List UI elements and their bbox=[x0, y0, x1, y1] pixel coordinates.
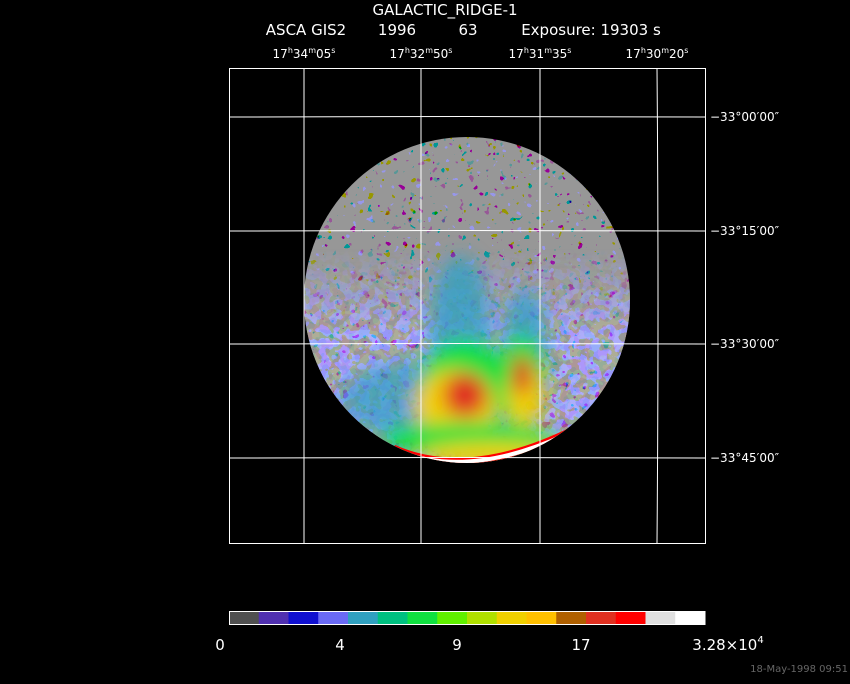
dec-label: −33°30′00″ bbox=[710, 337, 780, 351]
ra-value: 31 bbox=[529, 47, 544, 61]
colorbar-label: 4 bbox=[335, 636, 345, 654]
colorbar-label: 17 bbox=[571, 636, 590, 654]
ra-unit: s bbox=[331, 46, 335, 55]
ra-value: 32 bbox=[410, 47, 425, 61]
colorbar-segment bbox=[675, 611, 706, 625]
dec-label: −33°15′00″ bbox=[710, 224, 780, 238]
ra-labels: 17h34m05s 17h32m50s 17h31m35s 17h30m20s bbox=[273, 46, 689, 61]
colorbar-segment bbox=[348, 611, 379, 625]
colorbar-label: 0 bbox=[215, 636, 225, 654]
colorbar: 0 4 9 17 3.28×104 bbox=[215, 611, 764, 654]
ra-label: 17h32m50s bbox=[390, 46, 453, 61]
ra-unit: s bbox=[448, 46, 452, 55]
ra-unit: h bbox=[288, 46, 293, 55]
title: GALACTIC_RIDGE-1 bbox=[372, 1, 517, 20]
ra-unit: h bbox=[641, 46, 646, 55]
ra-value: 50 bbox=[433, 47, 448, 61]
ra-label: 17h34m05s bbox=[273, 46, 336, 61]
ra-value: 05 bbox=[316, 47, 331, 61]
colorbar-segment bbox=[377, 611, 408, 625]
colorbar-segment bbox=[229, 611, 260, 625]
ra-unit: m bbox=[544, 46, 552, 55]
ra-unit: h bbox=[524, 46, 529, 55]
colorbar-max-exp: 4 bbox=[757, 635, 763, 646]
colorbar-segment bbox=[258, 611, 289, 625]
colorbar-segment bbox=[496, 611, 527, 625]
ra-value: 17 bbox=[509, 47, 524, 61]
frame bbox=[229, 68, 706, 544]
colorbar-frame bbox=[229, 611, 705, 625]
colorbar-segment bbox=[615, 611, 646, 625]
dec-label: −33°45′00″ bbox=[710, 451, 780, 465]
colorbar-segment bbox=[556, 611, 587, 625]
ra-unit: s bbox=[567, 46, 571, 55]
year: 1996 bbox=[378, 21, 416, 39]
number: 63 bbox=[458, 21, 477, 39]
colorbar-segment bbox=[526, 611, 557, 625]
colorbar-segment bbox=[407, 611, 438, 625]
xray-image bbox=[304, 137, 630, 463]
colorbar-segment bbox=[586, 611, 617, 625]
ra-label: 17h31m35s bbox=[509, 46, 572, 61]
ra-unit: m bbox=[425, 46, 433, 55]
ra-value: 17 bbox=[390, 47, 405, 61]
ra-unit: m bbox=[308, 46, 316, 55]
instrument: ASCA GIS2 bbox=[266, 21, 346, 39]
colorbar-label: 9 bbox=[452, 636, 462, 654]
colorbar-max-label: 3.28×104 bbox=[692, 635, 763, 654]
ra-unit: m bbox=[661, 46, 669, 55]
colorbar-segment bbox=[318, 611, 349, 625]
ra-value: 35 bbox=[552, 47, 567, 61]
colorbar-segment bbox=[645, 611, 676, 625]
timestamp: 18-May-1998 09:51 bbox=[750, 664, 848, 675]
colorbar-max-base: 3.28×10 bbox=[692, 636, 757, 654]
dec-labels: −33°00′00″ −33°15′00″ −33°30′00″ −33°45′00″ bbox=[710, 110, 780, 465]
ra-value: 17 bbox=[626, 47, 641, 61]
ra-value: 17 bbox=[273, 47, 288, 61]
coordinate-grid bbox=[228, 67, 706, 544]
ra-unit: h bbox=[405, 46, 410, 55]
colorbar-segment bbox=[437, 611, 468, 625]
ra-label: 17h30m20s bbox=[626, 46, 689, 61]
ra-value: 34 bbox=[293, 47, 308, 61]
colorbar-segment bbox=[467, 611, 498, 625]
ra-value: 30 bbox=[646, 47, 661, 61]
ra-unit: s bbox=[684, 46, 688, 55]
exposure: Exposure: 19303 s bbox=[521, 21, 661, 39]
colorbar-segment bbox=[288, 611, 319, 625]
dec-label: −33°00′00″ bbox=[710, 110, 780, 124]
ra-value: 20 bbox=[669, 47, 684, 61]
